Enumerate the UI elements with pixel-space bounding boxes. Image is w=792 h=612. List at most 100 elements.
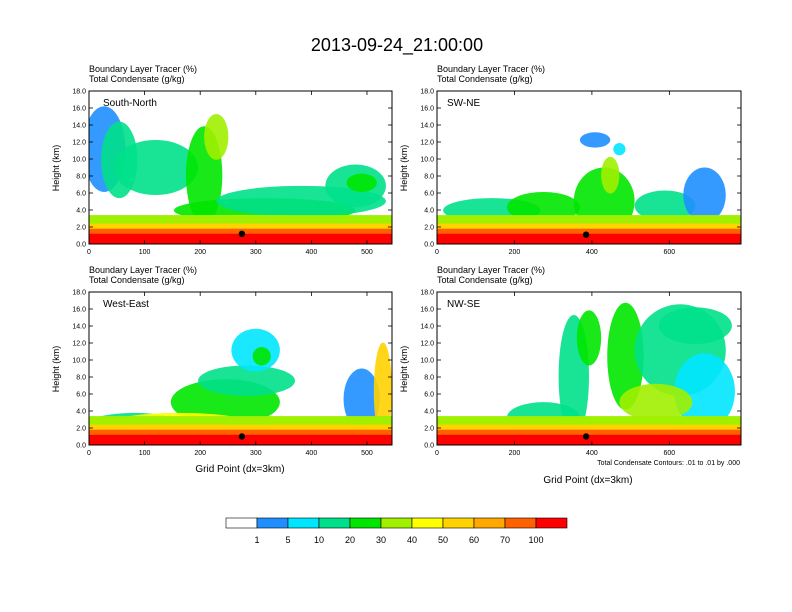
colorbar-box [318,517,351,529]
y-axis-label: Height (km) [399,346,409,393]
field-blob [252,347,271,366]
y-tick-label: 0.0 [424,443,434,450]
x-tick-label: 200 [509,249,521,256]
field-blob [373,342,392,441]
axis-ticks: 0.0 2.0 4.0 6.0 8.0 10.0 12.0 14.0 16.0 18.0 0 200 4… [420,89,741,256]
field-blob [658,307,732,345]
y-tick-label: 10.0 [420,358,434,365]
field-blob [506,191,580,223]
y-tick-label: 2.0 [76,426,86,433]
x-tick-label: 600 [664,249,676,256]
panel-label: SW-NE [447,98,480,109]
y-tick-label: 4.0 [424,208,434,215]
y-tick-label: 4.0 [76,208,86,215]
boundary-layer-band [437,434,741,445]
y-tick-label: 10.0 [72,358,86,365]
colorbar-label: 10 [314,535,324,545]
y-axis-label: Height (km) [51,346,61,393]
colorbar-box [287,517,320,529]
field-blob [613,143,626,156]
y-tick-label: 8.0 [76,174,86,181]
tracer-field [89,106,392,244]
field-layer [89,106,392,244]
y-tick-label: 6.0 [424,191,434,198]
colorbar: 1 5 10 20 30 40 50 60 70 100 [225,517,568,545]
field-blob [346,173,377,192]
y-tick-label: 14.0 [72,324,86,331]
panel-label: NW-SE [447,299,480,310]
y-tick-label: 12.0 [72,140,86,147]
y-tick-label: 8.0 [76,375,86,382]
y-tick-label: 2.0 [424,225,434,232]
field-blob [579,132,611,148]
colorbar-label: 60 [469,535,479,545]
panel-label: South-North [103,98,157,109]
panel-title-line1: Boundary Layer Tracer (%) [437,64,545,74]
panel-nw-se: Boundary Layer Tracer (%) Total Condensa… [399,265,742,486]
y-tick-label: 18.0 [420,89,434,96]
location-marker [238,433,246,440]
axis-ticks: 0.0 2.0 4.0 6.0 8.0 10.0 12.0 14.0 16.0 18.0 0 200 4… [420,290,741,457]
panel-title-line2: Total Condensate (g/kg) [89,275,185,285]
location-marker [582,231,590,238]
field-blob [198,365,296,397]
colorbar-label: 40 [407,535,417,545]
contour-note: Total Condensate Contours: .01 to .01 by… [597,460,740,467]
field-blob [343,368,380,430]
panel-label: West-East [103,299,149,310]
colorbar-box [225,517,258,529]
x-tick-label: 200 [509,450,521,457]
colorbar-label: 5 [285,535,290,545]
panel-title-line1: Boundary Layer Tracer (%) [89,64,197,74]
colorbar-label: 70 [500,535,510,545]
panel-title-line2: Total Condensate (g/kg) [89,74,185,84]
y-tick-label: 4.0 [76,409,86,416]
colorbar-label: 1 [254,535,259,545]
y-tick-label: 12.0 [420,140,434,147]
x-tick-label: 200 [194,249,206,256]
tracer-field [437,132,741,244]
y-tick-label: 2.0 [76,225,86,232]
colorbar-box [256,517,289,529]
x-tick-label: 500 [361,249,373,256]
x-tick-label: 300 [250,450,262,457]
panel-title-line2: Total Condensate (g/kg) [437,275,533,285]
y-tick-label: 0.0 [76,242,86,249]
x-axis-label: Grid Point (dx=3km) [195,464,284,475]
field-blob [634,190,696,222]
colorbar-label: 20 [345,535,355,545]
colorbar-label: 100 [528,535,543,545]
field-layer [437,132,741,244]
panel-west-east: Boundary Layer Tracer (%) Total Condensa… [51,265,393,475]
y-tick-label: 12.0 [420,341,434,348]
x-tick-label: 0 [435,249,439,256]
colorbar-box [349,517,382,529]
y-tick-label: 18.0 [72,89,86,96]
x-tick-label: 200 [194,450,206,457]
plot-frame [88,90,393,245]
plot-frame [436,291,742,446]
y-tick-label: 2.0 [424,426,434,433]
field-blob [204,113,229,160]
y-tick-label: 18.0 [420,290,434,297]
colorbar-box [411,517,444,529]
y-tick-label: 16.0 [420,106,434,113]
boundary-layer-band [89,434,392,445]
panel-south-north: Boundary Layer Tracer (%) Total Condensa… [51,64,393,256]
y-tick-label: 18.0 [72,290,86,297]
y-tick-label: 14.0 [420,123,434,130]
x-tick-label: 400 [306,249,318,256]
y-tick-label: 14.0 [72,123,86,130]
y-tick-label: 6.0 [76,392,86,399]
y-tick-label: 4.0 [424,409,434,416]
boundary-layer-band [89,233,392,244]
axis-ticks: 0.0 2.0 4.0 6.0 8.0 10.0 12.0 14.0 16.0 18.0 0 100 2… [72,290,392,457]
y-tick-label: 0.0 [76,443,86,450]
field-blob [683,167,726,223]
x-tick-label: 0 [87,450,91,457]
y-tick-label: 8.0 [424,375,434,382]
y-tick-label: 12.0 [72,341,86,348]
boundary-layer-band [437,233,741,244]
field-blob [113,139,199,196]
page-title: 2013-09-24_21:00:00 [311,35,483,56]
